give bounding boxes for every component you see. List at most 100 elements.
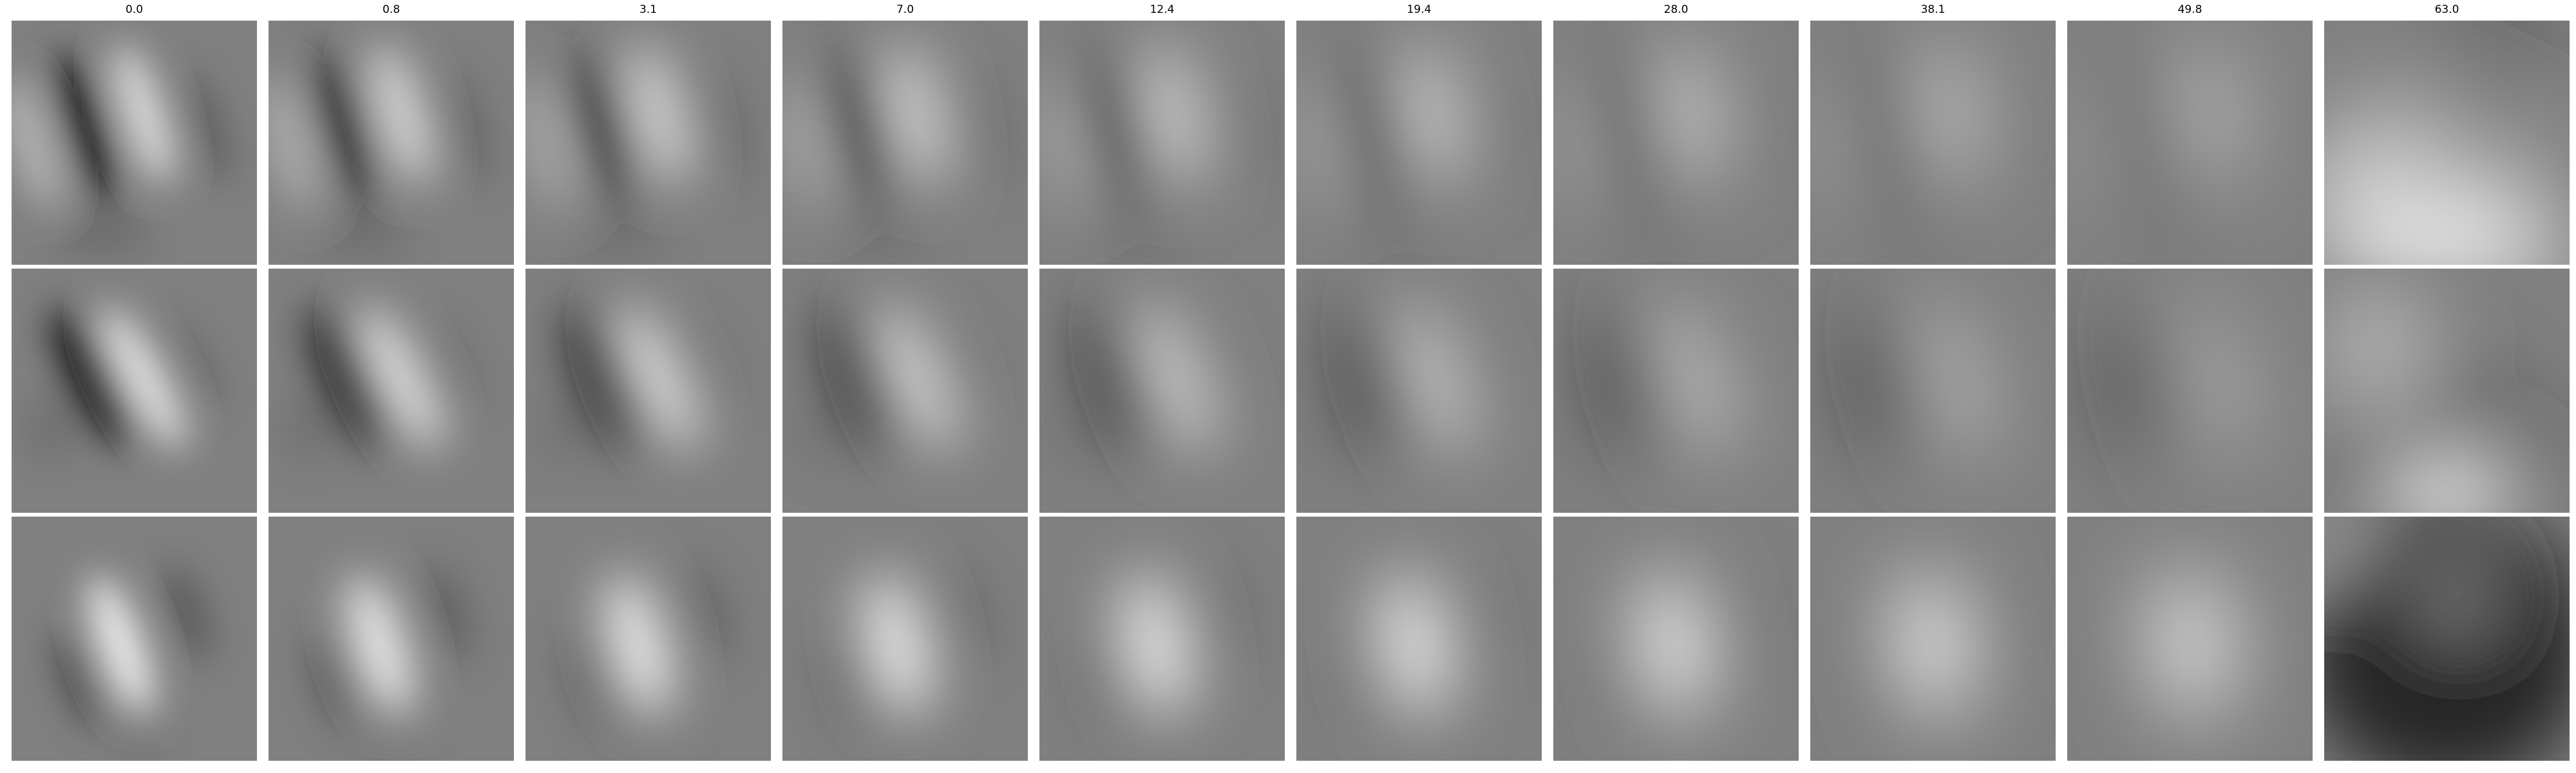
filter-blob: [374, 43, 429, 186]
filter-blob: [674, 564, 725, 662]
filter-image-panel: [1810, 21, 2056, 265]
filter-blob: [878, 303, 955, 453]
filter-blob: [576, 627, 623, 728]
filter-blob: [526, 74, 571, 212]
filter-blob: [311, 308, 391, 448]
filter-image: [1810, 21, 2056, 265]
filter-blob: [1962, 319, 2019, 412]
filter-image-panel: [782, 517, 1028, 761]
filter-image: [1039, 21, 1285, 265]
column-title: 19.4: [1406, 3, 1432, 16]
filter-blob: [281, 397, 333, 462]
filter-blob: [1863, 304, 1944, 452]
filter-blob: [1309, 397, 1361, 462]
filter-blob: [1136, 303, 1213, 453]
filter-image-panel: [1553, 21, 1799, 265]
column-title: 49.8: [2177, 3, 2202, 16]
filter-blob: [1350, 51, 1408, 203]
filter-blob: [2430, 356, 2488, 426]
filter-image: [1039, 269, 1285, 513]
filter-blob: [2130, 626, 2170, 729]
filter-blob: [2080, 397, 2132, 462]
filter-image-panel: [2067, 269, 2313, 513]
filter-image-panel: [2324, 517, 2570, 761]
filter-blob: [1958, 564, 2010, 662]
filter-blob: [1608, 50, 1668, 204]
filter-blob: [57, 53, 115, 201]
filter-blob: [2492, 397, 2569, 513]
filter-blob: [1849, 211, 1952, 256]
filter-blob: [2174, 40, 2237, 188]
filter-blob: [2167, 300, 2243, 456]
filter-image-panel: [269, 517, 514, 761]
filter-blob: [889, 42, 945, 186]
column-title: 7.0: [896, 3, 914, 16]
filter-blob: [2155, 571, 2226, 720]
filter-blob: [1142, 707, 1194, 752]
filter-image: [1553, 517, 1799, 761]
filter-image: [2324, 21, 2570, 265]
filter-blob: [361, 305, 441, 451]
filter-blob: [316, 52, 373, 202]
filter-image: [2067, 21, 2313, 265]
filter-blob: [164, 319, 220, 412]
filter-blob: [1296, 73, 1338, 213]
filter-blob: [102, 306, 185, 450]
filter-blob: [1213, 70, 1253, 184]
filter-blob: [821, 211, 924, 256]
column-title: 0.0: [125, 3, 144, 16]
filter-blob: [2324, 214, 2570, 265]
filter-blob: [629, 707, 680, 752]
filter-image: [12, 269, 257, 513]
filter-blob: [1612, 626, 1654, 729]
filter-image-panel: [1296, 517, 1542, 761]
filter-image: [1810, 517, 2056, 761]
filter-blob: [1444, 564, 1496, 662]
filter-image-panel: [782, 21, 1028, 265]
filter-image-panel: [1296, 21, 1542, 265]
filter-blob: [697, 70, 741, 184]
filter-blob: [2215, 564, 2267, 662]
filter-image-panel: [526, 21, 771, 265]
filter-blob: [574, 52, 632, 202]
filter-blob: [1810, 73, 1851, 213]
filter-blob: [307, 211, 410, 256]
filter-blob: [2067, 72, 2107, 214]
filter-blob: [1909, 301, 1985, 455]
filter-blob: [1353, 627, 1396, 729]
filter-image: [2324, 517, 2570, 761]
filter-blob: [608, 574, 669, 717]
filter-blob: [2350, 517, 2517, 533]
filter-blob: [2414, 21, 2569, 59]
filter-blob: [2421, 549, 2498, 639]
filter-blob: [1728, 70, 1765, 184]
filter-image-panel: [2067, 517, 2313, 761]
filter-image-panel: [1810, 517, 2056, 761]
filter-blob: [1092, 51, 1150, 203]
filter-blob: [1823, 397, 1875, 462]
filter-blob: [421, 319, 477, 412]
filter-blob: [115, 43, 172, 185]
filter-blob: [631, 42, 687, 186]
filter-blob: [2170, 707, 2222, 752]
filter-blob: [182, 72, 228, 182]
filter-image: [2067, 517, 2313, 761]
filter-image: [1296, 21, 1542, 265]
filter-blob: [538, 397, 590, 462]
column-title: 0.8: [382, 3, 401, 16]
filter-blob: [160, 564, 211, 662]
filter-blob: [2376, 462, 2517, 513]
column-title: 12.4: [1150, 3, 1175, 16]
filter-image-panel: [526, 517, 771, 761]
filter-image-panel: [12, 517, 257, 761]
filter-blob: [886, 707, 937, 752]
filter-blob: [2124, 50, 2188, 204]
filter-blob: [1652, 301, 1727, 455]
filter-blob: [1052, 397, 1104, 462]
filter-image: [526, 269, 771, 513]
filter-blob: [1335, 211, 1438, 256]
filter-blob: [269, 75, 315, 211]
filter-blob: [1094, 627, 1138, 729]
filter-blob: [677, 319, 734, 412]
column-title: 3.1: [639, 3, 658, 16]
